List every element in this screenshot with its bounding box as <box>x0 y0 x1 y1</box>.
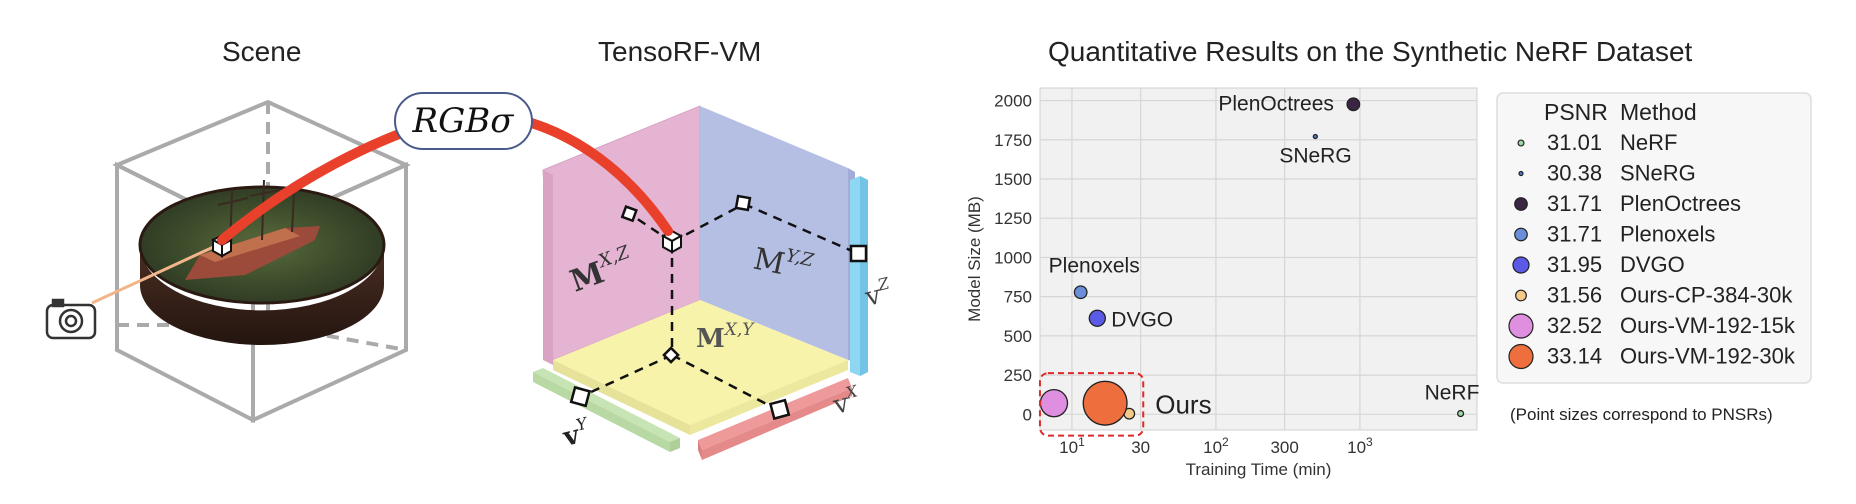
chart-note: (Point sizes correspond to PNSRs) <box>1510 405 1773 424</box>
plot-background <box>1039 87 1478 431</box>
ship-scene <box>138 179 386 345</box>
point-label-plenoxels: Plenoxels <box>1049 254 1140 277</box>
legend-rows: 31.01 NeRF 30.38 SNeRG 31.71 PlenOctrees 31.71… <box>1508 130 1796 370</box>
x-tick-label: 300 <box>1270 438 1298 457</box>
legend-method: DVGO <box>1620 252 1685 277</box>
svg-text:vZ: vZ <box>860 273 895 313</box>
sample-point-tensor <box>660 229 684 254</box>
point-dvgo <box>1088 309 1106 327</box>
legend-psnr: 30.38 <box>1547 161 1602 186</box>
label-m-xy: MX,Y <box>696 320 755 354</box>
legend-header-method: Method <box>1620 99 1697 125</box>
y-tick-label: 1000 <box>994 248 1032 267</box>
plane-xy <box>553 300 848 425</box>
legend-psnr: 31.71 <box>1547 222 1602 247</box>
vector-y <box>533 368 680 442</box>
legend-method: SNeRG <box>1620 161 1696 186</box>
legend-psnr: 32.52 <box>1547 313 1602 338</box>
legend-method: Ours-VM-192-15k <box>1620 313 1796 338</box>
svg-text:MY,Z: MY,Z <box>750 239 816 288</box>
point-plenoctrees <box>1346 97 1361 112</box>
y-tick-label: 1750 <box>994 131 1032 150</box>
x-tick-label: 103 <box>1347 435 1373 457</box>
y-tick-label: 2000 <box>994 92 1032 111</box>
point-label-snerg: SNeRG <box>1279 144 1351 167</box>
point-ours-vm-192-15k <box>1039 388 1069 418</box>
y-tick-label: 750 <box>1004 288 1032 307</box>
plane-yz <box>700 106 848 360</box>
point-label-dvgo: DVGO <box>1111 308 1173 331</box>
legend-marker <box>1518 170 1524 177</box>
legend-marker <box>1515 289 1527 302</box>
grid-lines <box>1040 88 1477 430</box>
tensorf-diagram: RGBσ MX,Z MY,Z MX,Y vZ vX vY <box>45 92 895 460</box>
legend-header-psnr: PSNR <box>1544 99 1608 125</box>
legend-marker <box>1514 197 1528 211</box>
point-ours-vm-192-30k <box>1082 380 1128 426</box>
label-v-y: vY <box>558 413 593 453</box>
camera-ray <box>91 241 223 305</box>
y-tick-label: 0 <box>1023 405 1032 424</box>
ours-highlight-box <box>1038 372 1145 437</box>
legend-psnr: 31.95 <box>1547 252 1602 277</box>
legend-psnr: 33.14 <box>1547 344 1602 369</box>
projection-markers <box>569 194 868 421</box>
y-axis-label: Model Size (MB) <box>965 196 984 322</box>
x-tick-label: 102 <box>1203 435 1229 457</box>
ours-label: Ours <box>1155 389 1211 419</box>
rgb-sigma-bubble: RGBσ <box>394 92 533 150</box>
camera-icon <box>45 298 97 340</box>
label-m-yz: MY,Z <box>750 239 816 288</box>
tensorf-title: TensoRF-VM <box>598 36 762 67</box>
point-ours-cp-384-30k <box>1123 407 1136 420</box>
plot-area <box>1039 87 1478 431</box>
legend-psnr: 31.71 <box>1547 191 1602 216</box>
svg-text:vY: vY <box>558 413 593 453</box>
svg-text:MX,Y: MX,Y <box>696 320 755 354</box>
legend-marker <box>1508 343 1534 370</box>
legend-method: PlenOctrees <box>1620 191 1741 216</box>
legend-marker <box>1517 139 1525 147</box>
axis-ticks: 0 250 500 750 1000 1250 1500 1750 2000 101 30 102 30… <box>994 92 1373 457</box>
legend: PSNR Method 31.01 NeRF 30.38 SNeRG 31.71 Plen… <box>1496 92 1812 384</box>
label-v-x: vX <box>828 381 863 421</box>
scene-title: Scene <box>222 36 302 67</box>
y-tick-label: 250 <box>1004 366 1032 385</box>
point-plenoxels <box>1073 285 1088 300</box>
x-tick-label: 30 <box>1131 438 1150 457</box>
y-tick-label: 500 <box>1004 327 1032 346</box>
point-label-plenoctrees: PlenOctrees <box>1218 92 1334 115</box>
svg-text:vX: vX <box>828 381 863 421</box>
legend-method: Ours-CP-384-30k <box>1620 283 1793 308</box>
rgb-sigma-label: RGBσ <box>412 101 515 141</box>
label-v-z: vZ <box>860 273 895 313</box>
chart-title: Quantitative Results on the Synthetic Ne… <box>1048 36 1693 67</box>
legend-psnr: 31.01 <box>1547 130 1602 155</box>
legend-marker <box>1508 313 1534 339</box>
data-points <box>1039 97 1465 426</box>
legend-marker <box>1514 227 1528 242</box>
point-labels: NeRF SNeRG PlenOctrees Plenoxels DVGO <box>1049 92 1480 404</box>
x-tick-label: 101 <box>1059 435 1085 457</box>
y-tick-label: 1250 <box>994 209 1032 228</box>
point-nerf <box>1457 409 1465 418</box>
legend-method: Plenoxels <box>1620 222 1715 247</box>
point-snerg <box>1312 133 1318 140</box>
y-tick-label: 1500 <box>994 170 1032 189</box>
x-axis-label: Training Time (min) <box>1186 460 1332 479</box>
legend-method: NeRF <box>1620 130 1677 155</box>
legend-marker <box>1512 256 1530 274</box>
tensorf-planes <box>533 105 868 460</box>
legend-psnr: 31.56 <box>1547 283 1602 308</box>
point-label-nerf: NeRF <box>1425 382 1480 405</box>
legend-method: Ours-VM-192-30k <box>1620 344 1796 369</box>
